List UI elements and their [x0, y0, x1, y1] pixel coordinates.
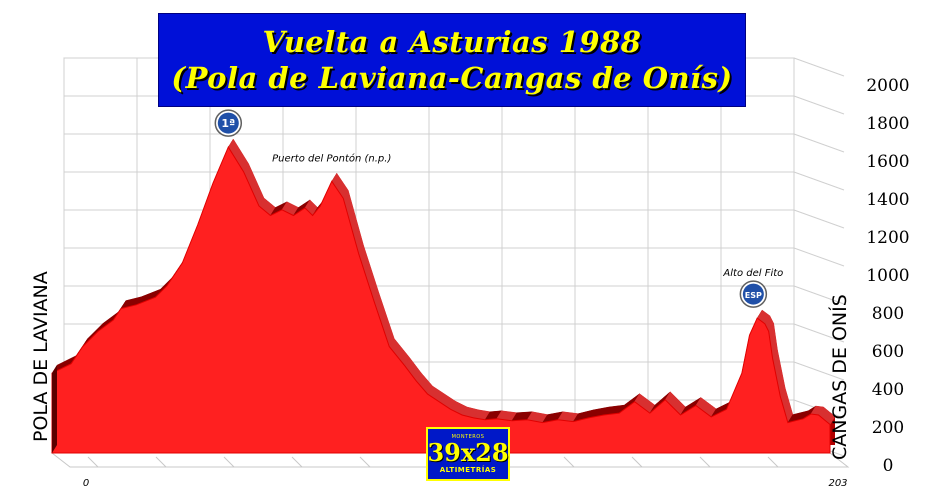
y-tick-label: 600	[872, 342, 904, 362]
logo-39x28: MONTEROS 39x28 ALTIMETRÍAS	[426, 427, 510, 481]
y-tick-label: 1200	[866, 228, 909, 248]
profile-front	[51, 146, 831, 454]
gridline-side	[793, 323, 845, 343]
badge-inner	[742, 283, 764, 305]
floor-tick	[563, 456, 575, 468]
logo-main-text: 39x28	[427, 437, 509, 467]
chart-subtitle: (Pola de Laviana-Cangas de Onís)	[171, 61, 733, 95]
gridline-side	[793, 285, 845, 305]
tick-layer: 0 200 400 600 800 1000 1200 1400 1600 1800 2000 0 20…	[83, 76, 910, 489]
floor-tick	[223, 456, 235, 468]
y-tick-label: 1800	[866, 114, 909, 134]
annotation: ESP Alto del Fito	[722, 268, 783, 308]
annotation-label: Alto del Fito	[722, 268, 783, 279]
y-tick-label: 1600	[866, 152, 909, 172]
y-tick-label: 400	[872, 380, 904, 400]
gridline-side	[793, 361, 845, 381]
gridline-side	[793, 209, 845, 229]
x-tick-label: 0	[83, 478, 89, 489]
y-tick-label: 800	[872, 304, 904, 324]
profile-layer	[51, 138, 836, 454]
end-town-label: CANGAS DE ONÍS	[829, 294, 851, 460]
floor-tick	[291, 456, 303, 468]
gridline-side	[793, 171, 845, 191]
annotation-label: Puerto del Pontón (n.p.)	[272, 152, 391, 164]
x-tick-label: 203	[828, 478, 847, 489]
start-town-label: POLA DE LAVIANA	[30, 271, 52, 442]
floor-tick	[699, 456, 711, 468]
floor-tick	[631, 456, 643, 468]
gridline-side	[793, 95, 845, 115]
floor-tick	[87, 456, 99, 468]
y-tick-label: 1400	[866, 190, 909, 210]
profile-left-cap	[52, 365, 57, 453]
floor-tick	[359, 456, 371, 468]
title-box: Vuelta a Asturias 1988 (Pola de Laviana-…	[158, 13, 746, 107]
chart-title: Vuelta a Asturias 1988	[262, 25, 642, 59]
floor-tick	[155, 456, 167, 468]
y-tick-label: 2000	[866, 76, 909, 96]
gridline-side	[793, 133, 845, 153]
badge-inner	[217, 112, 239, 134]
annotation: Puerto del Pontón (n.p.)	[272, 152, 391, 164]
gridline-side	[793, 57, 845, 77]
y-tick-label: 200	[872, 418, 904, 438]
floor-tick	[767, 456, 779, 468]
y-tick-label: 0	[883, 456, 894, 476]
y-tick-label: 1000	[866, 266, 909, 286]
climb-category-badge: 1ª	[221, 117, 235, 130]
climb-category-badge: ESP	[745, 291, 762, 300]
gridline-side	[793, 247, 845, 267]
logo-top-text: MONTEROS	[451, 433, 485, 440]
logo-bottom-text: ALTIMETRÍAS	[439, 465, 497, 474]
